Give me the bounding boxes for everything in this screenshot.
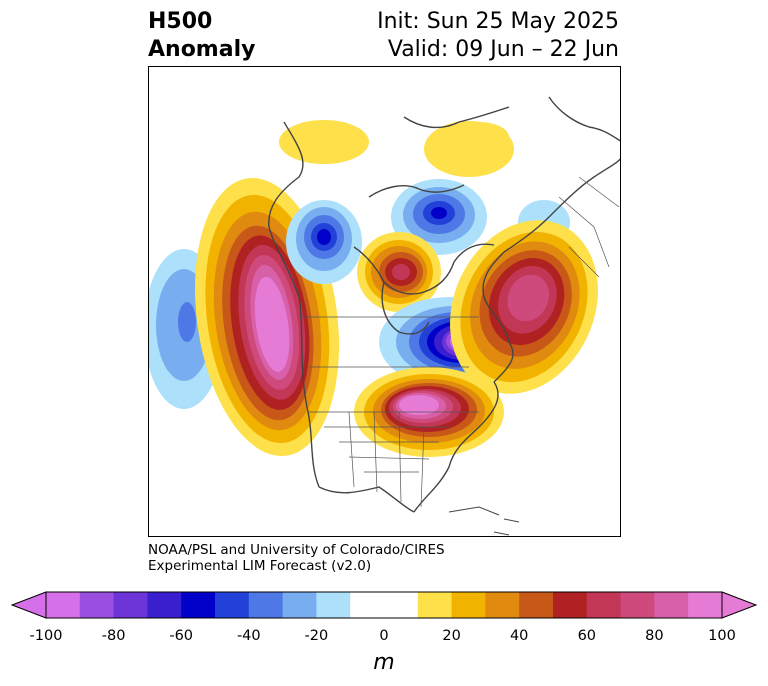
colorbar-swatch	[417, 592, 453, 618]
colorbar	[10, 591, 758, 619]
title-block: H500 Anomaly	[148, 8, 255, 64]
colorbar-swatch	[350, 592, 385, 618]
map-canvas	[149, 96, 620, 536]
colorbar-swatch	[451, 592, 486, 618]
date-block: Init: Sun 25 May 2025 Valid: 09 Jun – 22…	[377, 8, 619, 64]
colorbar-tick-label: 60	[577, 628, 597, 644]
hudson-bay-ridge-anomaly	[357, 232, 441, 312]
west-coast-ridge-anomaly	[194, 178, 340, 456]
colorbar-min-arrow	[10, 591, 47, 619]
colorbar-swatch	[181, 592, 216, 618]
init-date: Init: Sun 25 May 2025	[377, 9, 619, 34]
credit-line-2: Experimental LIM Forecast (v2.0)	[148, 558, 372, 574]
colorbar-swatch	[485, 592, 520, 618]
colorbar-swatch	[586, 592, 622, 618]
colorbar-tick-label: -60	[169, 628, 194, 644]
colorbar-swatch	[316, 592, 351, 618]
title-type: Anomaly	[148, 37, 256, 62]
colorbar-swatch	[553, 592, 588, 618]
political-borders	[299, 176, 620, 508]
caribbean-islands	[448, 506, 520, 536]
coastlines	[268, 96, 620, 513]
colorbar-swatch	[688, 592, 723, 618]
colorbar-swatch	[620, 592, 655, 618]
colorbar-swatch	[282, 592, 317, 618]
colorbar-tick-label: -80	[101, 628, 126, 644]
colorbar-border	[45, 591, 723, 619]
arctic-positive-band	[279, 120, 514, 177]
colorbar-tick-label: -20	[304, 628, 329, 644]
colorbar-swatch	[519, 592, 554, 618]
anomaly-map	[148, 66, 621, 537]
colorbar-swatch	[113, 592, 148, 618]
credit-text: NOAA/PSL and University of Colorado/CIRE…	[148, 542, 445, 574]
title-variable: H500	[148, 9, 213, 34]
credit-line-1: NOAA/PSL and University of Colorado/CIRE…	[148, 542, 445, 558]
valid-range: Valid: 09 Jun – 22 Jun	[387, 37, 619, 62]
colorbar-tick-label: 20	[442, 628, 461, 644]
colorbar-units: m	[373, 650, 395, 675]
colorbar-tick-label: 100	[708, 628, 736, 644]
colorbar-tick-label: -40	[236, 628, 261, 644]
colorbar-tick-label: 80	[645, 628, 664, 644]
colorbar-swatch	[147, 592, 182, 618]
western-canada-low-anomaly	[286, 200, 362, 284]
colorbar-swatch	[248, 592, 284, 618]
colorbar-swatch	[654, 592, 689, 618]
colorbar-max-arrow	[721, 591, 758, 619]
colorbar-tick-label: 40	[509, 628, 529, 644]
colorbar-swatch	[384, 592, 419, 618]
colorbar-swatch	[79, 592, 115, 618]
colorbar-swatch	[215, 592, 250, 618]
colorbar-swatch	[46, 592, 81, 618]
north-atlantic-ridge-anomaly	[450, 220, 598, 394]
colorbar-tick-label: -100	[29, 628, 63, 644]
colorbar-tick-label: 0	[379, 628, 389, 644]
